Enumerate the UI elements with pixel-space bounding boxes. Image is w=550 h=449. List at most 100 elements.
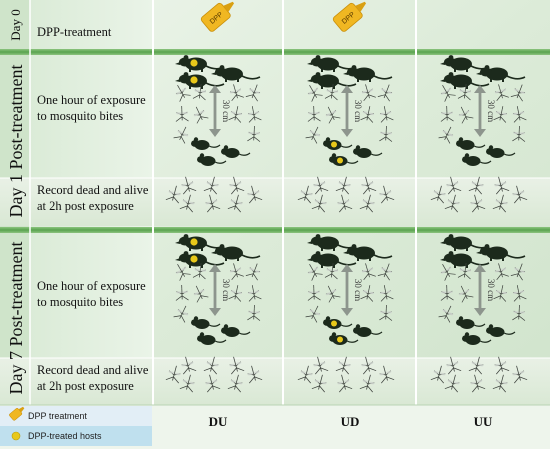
mosquito-icon: [229, 176, 245, 195]
mosquito-icon: [379, 285, 394, 302]
mosquito-icon: [379, 106, 394, 123]
treated-spot: [190, 59, 198, 67]
rat-icon: [476, 65, 526, 82]
mosquito-icon: [307, 264, 323, 281]
mosquito-icon: [175, 264, 191, 281]
mosquito-icon: [444, 194, 460, 213]
treated-spot: [337, 336, 343, 343]
legend-treatment-row: [0, 406, 152, 426]
mouse-icon: [329, 153, 359, 166]
mosquito-icon: [307, 284, 321, 301]
separator-band: [0, 49, 550, 55]
mouse-icon: [456, 316, 486, 329]
mosquito-icon: [457, 84, 472, 101]
day7-exposure-line2: to mosquito bites: [37, 295, 123, 309]
mouse-icon: [191, 316, 221, 329]
day1-record-line1: Record dead and alive: [37, 183, 149, 197]
mosquito-icon: [440, 85, 456, 102]
day0-step-text: DPP-treatment: [37, 25, 112, 39]
mosquito-icon: [247, 304, 261, 321]
mosquito-icon: [247, 185, 263, 204]
mosquito-icon: [440, 264, 456, 281]
mosquito-icon: [512, 125, 526, 142]
mosquito-icon: [440, 284, 454, 301]
distance-arrow: 30 cm: [209, 85, 231, 137]
day1-label: Day 1 Post-treatment: [6, 65, 26, 218]
mouse-icon: [329, 332, 359, 345]
mosquito-icon: [468, 356, 484, 375]
distance-arrow: 30 cm: [341, 85, 363, 137]
mosquito-icon: [203, 356, 219, 375]
mouse-icon: [191, 137, 221, 150]
rat-icon: [440, 251, 490, 268]
column-label-uu: UU: [474, 414, 493, 429]
mosquito-icon: [305, 305, 321, 323]
day1-exposure-line2: to mosquito bites: [37, 109, 123, 123]
mosquito-icon: [165, 185, 181, 204]
mosquito-icon: [181, 356, 197, 375]
day1-record-band: [0, 178, 550, 226]
mosquito-icon: [313, 356, 329, 375]
mosquito-icon: [430, 185, 446, 204]
mosquito-icon: [510, 84, 526, 102]
rat-icon: [211, 244, 261, 261]
mosquito-icon: [227, 374, 243, 393]
mosquito-icon: [494, 176, 510, 195]
mosquito-icon: [307, 105, 321, 122]
mosquito-icon: [430, 365, 446, 384]
rat-icon: [175, 72, 225, 89]
mosquito-icon: [379, 304, 393, 321]
day1-exposure-line1: One hour of exposure: [37, 93, 146, 107]
mosquito-icon: [361, 356, 377, 375]
rat-icon: [343, 65, 393, 82]
mosquito-icon: [311, 194, 327, 213]
mosquito-icon: [229, 356, 245, 375]
rat-icon: [307, 72, 357, 89]
mosquito-icon: [193, 106, 209, 124]
mosquito-icon: [335, 356, 351, 375]
mosquito-icon: [512, 365, 528, 384]
mouse-icon: [197, 153, 227, 166]
mosquito-icon: [361, 84, 376, 102]
day7-record-line1: Record dead and alive: [37, 363, 149, 377]
mosquito-icon: [512, 106, 527, 123]
treated-spot: [190, 255, 198, 263]
mosquito-icon: [247, 285, 262, 302]
rat-icon: [175, 251, 225, 268]
mosquito-icon: [337, 194, 353, 213]
mosquito-icon: [337, 374, 353, 393]
mosquito-icon: [205, 374, 221, 393]
mosquito-icon: [494, 84, 509, 102]
mosquito-icon: [228, 106, 243, 123]
mosquito-icon: [444, 374, 460, 393]
mouse-icon: [353, 145, 383, 158]
dpp-bottle-icon: DPP: [332, 1, 367, 32]
mouse-icon: [323, 316, 353, 329]
rat-icon: [343, 244, 393, 261]
mosquito-icon: [229, 263, 244, 281]
mosquito-icon: [493, 285, 508, 302]
rat-icon: [440, 55, 490, 72]
mosquito-icon: [313, 176, 329, 195]
mosquito-icon: [181, 176, 197, 195]
column-label-du: DU: [209, 414, 228, 429]
mosquito-icon: [192, 263, 207, 280]
mosquito-icon: [446, 356, 462, 375]
mosquito-icon: [492, 194, 508, 213]
mosquito-icon: [247, 365, 263, 384]
mosquito-icon: [227, 194, 243, 213]
treated-spot: [190, 238, 198, 246]
mosquito-icon: [458, 106, 474, 124]
mosquito-icon: [192, 84, 207, 101]
mouse-icon: [486, 324, 516, 337]
mosquito-icon: [512, 285, 527, 302]
day7-label: Day 7 Post-treatment: [6, 242, 26, 395]
legend-bottle-icon: [9, 406, 25, 421]
mosquito-icon: [324, 84, 339, 101]
distance-label: 30 cm: [486, 279, 496, 301]
rat-icon: [307, 251, 357, 268]
mouse-icon: [462, 332, 492, 345]
mosquito-icon: [510, 263, 526, 281]
day7-record-band: [0, 358, 550, 405]
mouse-icon: [456, 137, 486, 150]
